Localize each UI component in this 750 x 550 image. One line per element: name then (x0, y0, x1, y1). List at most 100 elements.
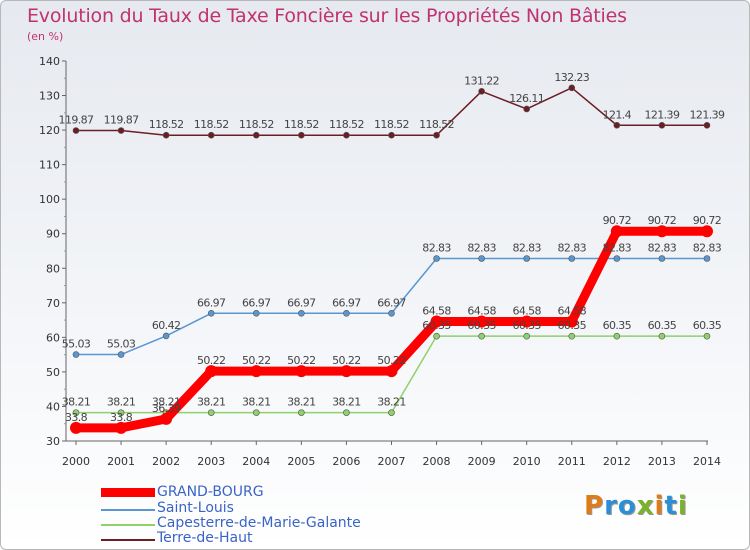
logo-letter: x (636, 491, 655, 521)
x-tick-label: 2013 (648, 455, 676, 468)
data-label-terre-de-haut: 118.52 (374, 118, 409, 131)
data-label-grand-bourg: 90.72 (603, 214, 632, 227)
data-label-grand-bourg: 50.22 (287, 354, 316, 367)
data-point-capesterre-de-marie-galante (72, 409, 80, 416)
data-point-grand-bourg (250, 365, 263, 378)
data-label-grand-bourg: 50.22 (332, 354, 361, 367)
data-point-grand-bourg (700, 225, 713, 238)
legend-swatch-saint-louis (101, 509, 155, 511)
y-tick-label: 80 (46, 262, 60, 275)
data-point-terre-de-haut (343, 131, 350, 139)
x-tick-label: 2011 (558, 455, 586, 468)
data-label-saint-louis: 82.83 (467, 241, 496, 254)
legend-label-grand-bourg: GRAND-BOURG (157, 484, 264, 500)
data-point-saint-louis (478, 255, 485, 262)
data-point-terre-de-haut (207, 131, 215, 139)
data-point-capesterre-de-marie-galante (613, 332, 621, 340)
legend-swatch-grand-bourg (101, 488, 155, 497)
data-point-saint-louis (72, 351, 80, 358)
data-label-saint-louis: 66.97 (332, 296, 361, 309)
data-point-saint-louis (613, 255, 621, 262)
logo-letter: P (584, 491, 605, 521)
data-label-saint-louis: 66.97 (197, 296, 226, 309)
y-tick-label: 50 (46, 366, 60, 379)
data-point-terre-de-haut (162, 131, 170, 139)
data-point-grand-bourg (205, 365, 218, 378)
data-point-grand-bourg (70, 421, 82, 434)
data-label-saint-louis: 82.83 (648, 241, 677, 254)
x-tick-label: 2003 (197, 455, 225, 468)
data-label-terre-de-haut: 132.23 (554, 71, 589, 84)
data-point-grand-bourg (610, 225, 623, 238)
logo-letter: i (677, 491, 688, 521)
data-label-capesterre-de-marie-galante: 38.21 (287, 396, 316, 409)
data-point-saint-louis (252, 309, 260, 317)
data-label-capesterre-de-marie-galante: 38.21 (62, 396, 91, 409)
data-label-terre-de-haut: 119.87 (59, 114, 94, 127)
data-label-capesterre-de-marie-galante: 60.35 (467, 319, 496, 332)
y-tick-label: 40 (46, 400, 60, 413)
data-point-grand-bourg (115, 421, 128, 434)
data-point-saint-louis (658, 255, 666, 262)
x-tick-label: 2004 (242, 455, 270, 468)
x-tick-label: 2010 (513, 455, 541, 468)
chart-unit-label: (en %) (27, 30, 64, 43)
data-label-terre-de-haut: 131.22 (464, 74, 499, 87)
data-point-capesterre-de-marie-galante (433, 332, 440, 340)
data-point-saint-louis (523, 255, 531, 262)
data-point-grand-bourg (340, 365, 353, 378)
data-label-saint-louis: 55.03 (62, 338, 91, 351)
data-point-grand-bourg (655, 225, 668, 238)
data-point-capesterre-de-marie-galante (117, 409, 125, 416)
data-point-saint-louis (117, 351, 125, 358)
data-label-saint-louis: 66.97 (242, 296, 271, 309)
data-label-terre-de-haut: 121.4 (603, 108, 632, 121)
data-label-capesterre-de-marie-galante: 38.21 (377, 396, 406, 409)
data-label-capesterre-de-marie-galante: 60.35 (558, 319, 587, 332)
data-label-saint-louis: 82.83 (693, 241, 722, 254)
data-label-grand-bourg: 90.72 (693, 214, 722, 227)
chart-title: Evolution du Taux de Taxe Foncière sur l… (27, 5, 627, 27)
data-label-terre-de-haut: 121.39 (644, 108, 679, 121)
data-point-saint-louis (433, 255, 440, 262)
data-label-terre-de-haut: 121.39 (690, 108, 725, 121)
data-point-terre-de-haut (72, 127, 80, 134)
data-label-capesterre-de-marie-galante: 60.35 (648, 319, 677, 332)
data-label-terre-de-haut: 118.52 (239, 118, 274, 131)
data-point-terre-de-haut (568, 84, 576, 92)
x-tick-label: 2007 (377, 455, 405, 468)
logo-letter: r (604, 491, 618, 521)
y-tick-label: 130 (39, 90, 60, 103)
x-tick-label: 2014 (693, 455, 721, 468)
legend-label-capesterre: Capesterre-de-Marie-Galante (157, 515, 361, 531)
data-label-capesterre-de-marie-galante: 38.21 (242, 396, 271, 409)
y-tick-label: 100 (39, 193, 60, 206)
data-point-terre-de-haut (523, 105, 531, 113)
data-point-saint-louis (703, 255, 711, 262)
data-point-terre-de-haut (298, 131, 305, 139)
chart-series (70, 84, 713, 434)
data-point-terre-de-haut (703, 121, 711, 129)
data-point-capesterre-de-marie-galante (298, 409, 305, 416)
data-label-capesterre-de-marie-galante: 60.35 (422, 319, 451, 332)
data-label-grand-bourg: 50.22 (377, 354, 406, 367)
data-label-saint-louis: 82.83 (558, 241, 587, 254)
data-point-saint-louis (388, 309, 395, 317)
data-label-capesterre-de-marie-galante: 60.35 (603, 319, 632, 332)
data-label-terre-de-haut: 118.52 (149, 118, 184, 131)
data-point-capesterre-de-marie-galante (478, 332, 485, 340)
data-point-terre-de-haut (388, 131, 395, 139)
y-tick-label: 120 (39, 124, 60, 137)
y-tick-label: 60 (46, 331, 60, 344)
data-label-terre-de-haut: 118.52 (419, 118, 454, 131)
data-point-grand-bourg (475, 315, 488, 328)
data-label-terre-de-haut: 118.52 (284, 118, 319, 131)
data-point-capesterre-de-marie-galante (252, 409, 260, 416)
data-point-grand-bourg (385, 365, 398, 378)
data-label-grand-bourg: 90.72 (648, 214, 677, 227)
data-label-capesterre-de-marie-galante: 38.21 (152, 396, 181, 409)
data-point-saint-louis (298, 309, 305, 317)
data-label-capesterre-de-marie-galante: 38.21 (197, 396, 226, 409)
